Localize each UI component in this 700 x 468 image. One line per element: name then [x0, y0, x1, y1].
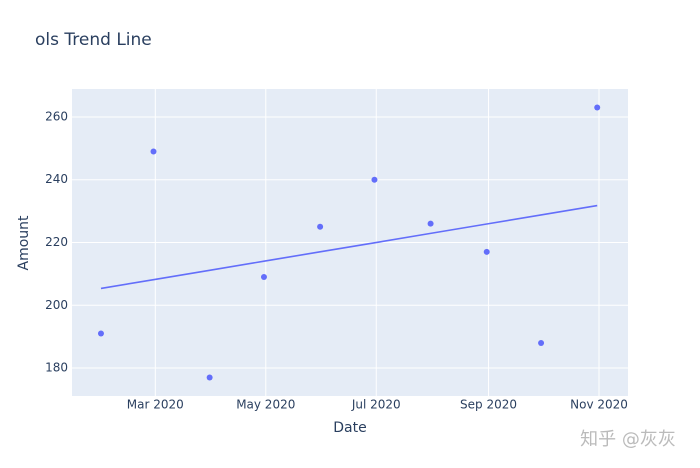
data-point	[317, 223, 324, 230]
watermark: 知乎 @灰灰	[580, 429, 676, 450]
data-point	[483, 248, 490, 255]
x-tick-label: Mar 2020	[127, 398, 184, 412]
y-tick-label: 260	[45, 109, 68, 123]
data-point	[260, 274, 267, 281]
data-point	[371, 176, 378, 183]
y-tick-label: 240	[45, 172, 68, 186]
y-tick-label: 180	[45, 361, 68, 375]
trend-line	[100, 204, 598, 290]
x-tick-label: Sep 2020	[460, 398, 517, 412]
data-point	[97, 330, 104, 337]
x-tick-label: May 2020	[236, 398, 295, 412]
x-tick-label: Jul 2020	[351, 398, 401, 412]
data-point	[206, 374, 213, 381]
y-tick-label: 220	[45, 235, 68, 249]
data-point	[427, 220, 434, 227]
data-point	[150, 148, 157, 155]
data-point	[538, 339, 545, 346]
data-point	[594, 104, 601, 111]
y-axis-label: Amount	[16, 215, 32, 271]
chart-title: ols Trend Line	[35, 30, 152, 50]
y-tick-label: 200	[45, 298, 68, 312]
x-axis-label: Date	[333, 420, 366, 436]
x-tick-label: Nov 2020	[570, 398, 628, 412]
